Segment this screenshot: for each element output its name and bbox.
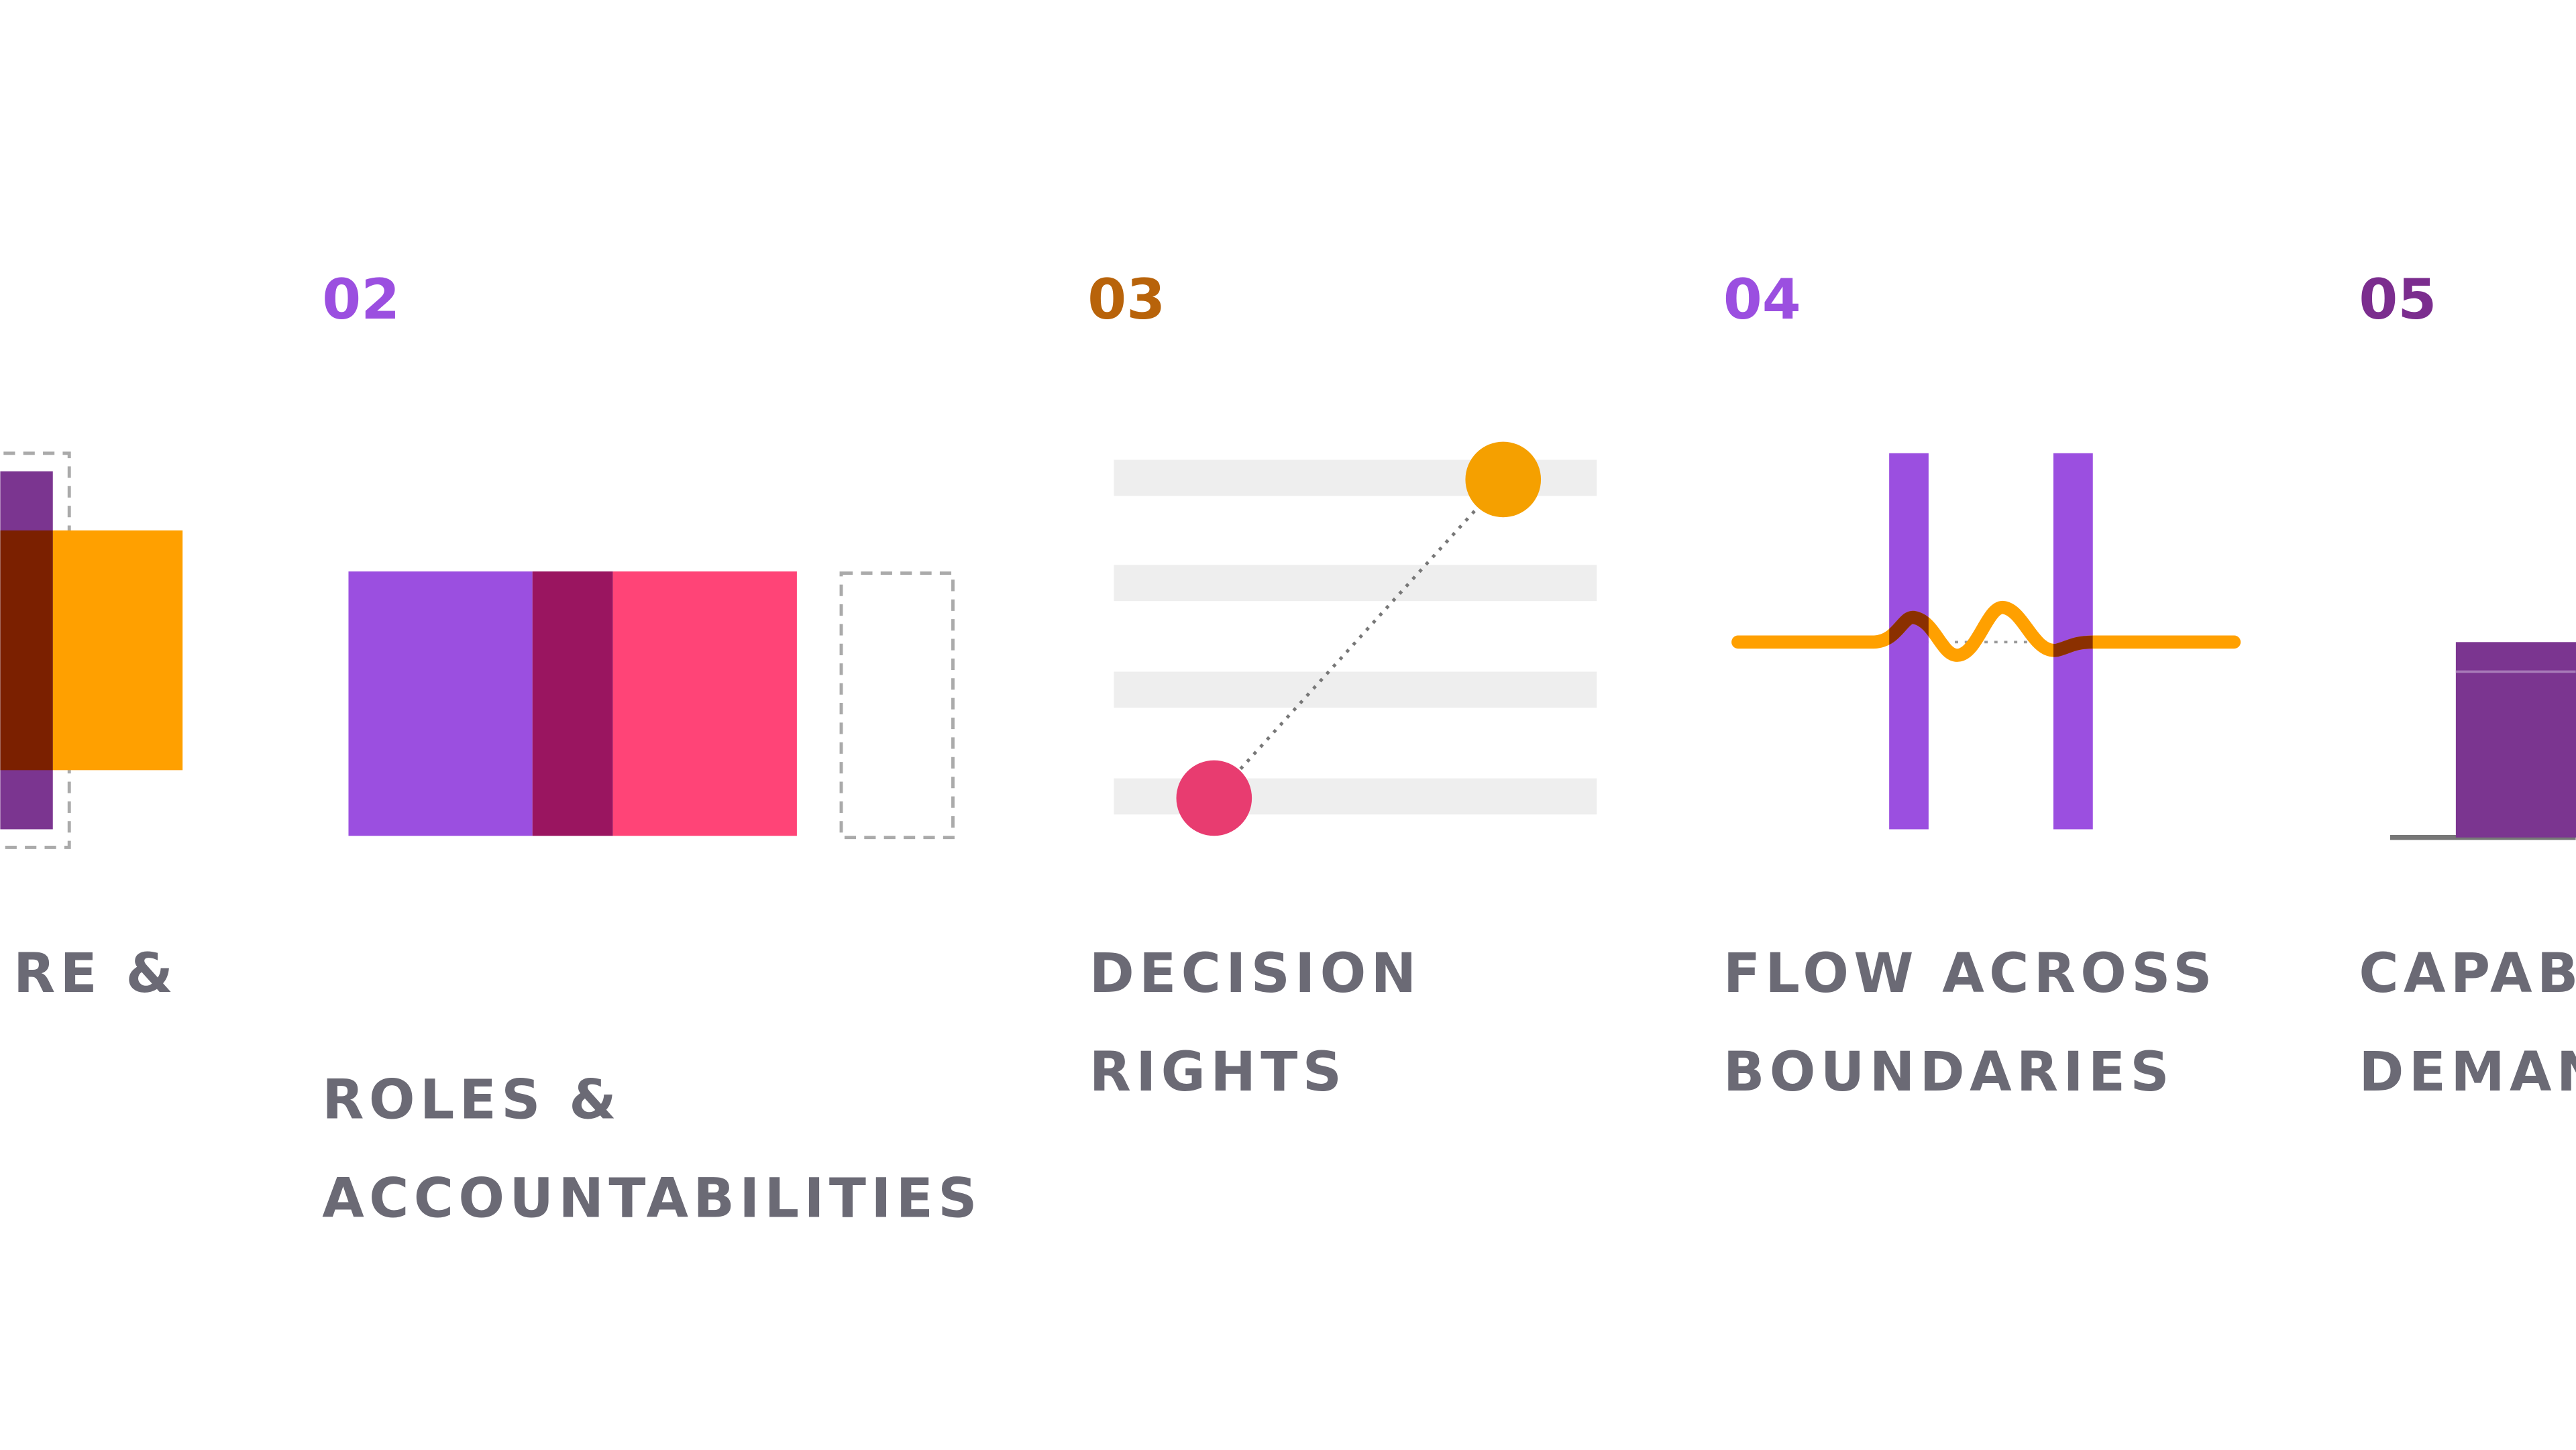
- section-title: RE &: [13, 942, 178, 1005]
- section-number: 05: [2359, 267, 2436, 332]
- section-number: 04: [1723, 267, 1801, 332]
- flow-icon: [1731, 453, 2241, 830]
- section-title: DEMAN: [2359, 1041, 2576, 1104]
- section-title: FLOW ACROSS: [1723, 942, 2217, 1005]
- section-title: CAPAB: [2359, 942, 2576, 1005]
- section-title: ROLES &: [322, 1068, 621, 1131]
- section-title: RIGHTS: [1089, 1041, 1347, 1104]
- structure-icon: [0, 451, 183, 849]
- roles-icon: [348, 571, 955, 840]
- section-title: BOUNDARIES: [1723, 1041, 2174, 1104]
- section-number: 03: [1087, 267, 1165, 332]
- section-number: 02: [322, 267, 400, 332]
- section-title: DECISION: [1089, 942, 1421, 1005]
- decision-icon: [1114, 441, 1597, 836]
- capability-icon: [2390, 642, 2576, 840]
- section-title: ACCOUNTABILITIES: [322, 1167, 982, 1230]
